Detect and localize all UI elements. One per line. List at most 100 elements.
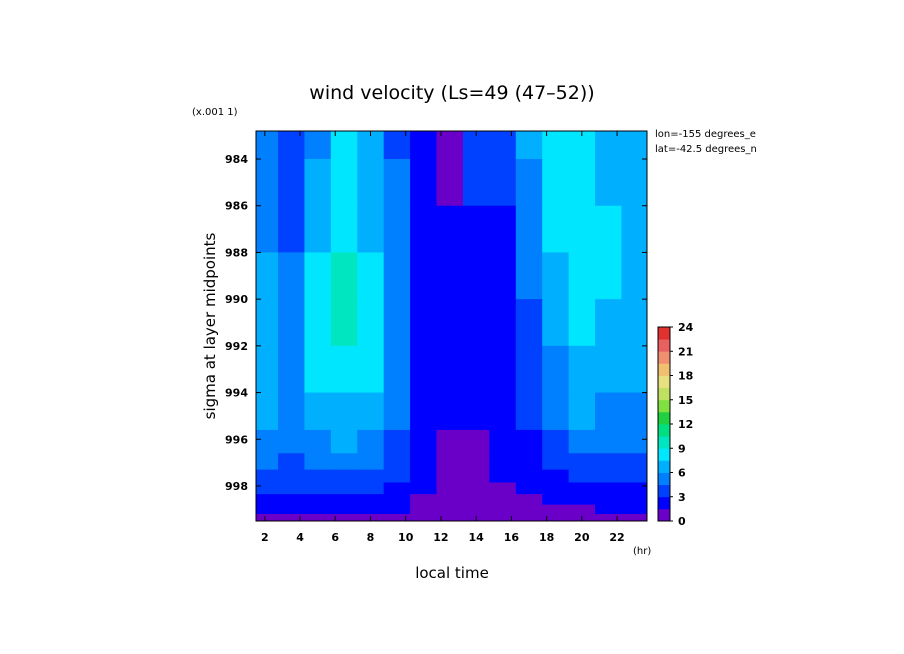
heatmap-cell — [330, 205, 358, 254]
heatmap-cell — [330, 345, 358, 394]
x-axis-unit: (hr) — [633, 546, 651, 557]
heatmap-cell — [278, 429, 306, 454]
heatmap-cell — [436, 252, 464, 300]
heatmap-cell — [643, 469, 647, 484]
heatmap-cell — [304, 429, 332, 454]
heatmap-cell — [383, 131, 411, 160]
heatmap-cell — [383, 469, 411, 484]
heatmap-cell — [436, 494, 464, 506]
colorbar-swatch — [658, 363, 670, 376]
annotation-lon: lon=-155 degrees_e — [655, 129, 756, 140]
x-tick-label: 2 — [261, 531, 269, 544]
heatmap-cell — [357, 205, 385, 254]
heatmap-cell — [410, 159, 438, 207]
heatmap-cell — [357, 429, 385, 454]
heatmap-cell — [357, 345, 385, 394]
heatmap-cell — [595, 494, 623, 506]
heatmap-cell — [436, 205, 464, 254]
heatmap-cell — [278, 252, 306, 300]
heatmap-cell — [410, 131, 438, 160]
heatmap-cell — [542, 159, 570, 207]
heatmap-cell — [330, 494, 358, 506]
heatmap-cell — [621, 482, 645, 495]
heatmap-cell — [515, 469, 543, 484]
heatmap-cell — [568, 429, 596, 454]
heatmap-cell — [278, 131, 306, 160]
x-tick-label: 8 — [367, 531, 375, 544]
heatmap-cell — [383, 494, 411, 506]
heatmap-cell — [595, 453, 623, 471]
heatmap-cell — [595, 252, 623, 300]
x-axis-label: local time — [415, 564, 489, 582]
heatmap-cell — [462, 469, 490, 484]
heatmap-cell — [515, 482, 543, 495]
heatmap-cell — [462, 494, 490, 506]
colorbar-swatch — [658, 399, 670, 413]
heatmap-cell — [357, 159, 385, 207]
heatmap-cell — [595, 392, 623, 431]
heatmap-cell — [489, 159, 517, 207]
heatmap-cell — [621, 252, 645, 300]
heatmap-cell — [595, 482, 623, 495]
colorbar-tick-label: 18 — [678, 370, 693, 383]
heatmap-cell — [256, 453, 279, 471]
heatmap-cell — [515, 159, 543, 207]
heatmap-cell — [595, 504, 623, 515]
heatmap-cell — [568, 299, 596, 347]
heatmap-cell — [256, 429, 279, 454]
y-tick-label: 998 — [225, 480, 248, 493]
heatmap-cell — [330, 504, 358, 515]
heatmap-cell — [568, 494, 596, 506]
heatmap-cell — [256, 504, 279, 515]
heatmap-cell — [489, 494, 517, 506]
heatmap-cell — [621, 205, 645, 254]
heatmap-cell — [568, 205, 596, 254]
heatmap-cell — [436, 159, 464, 207]
heatmap-cell — [621, 513, 645, 521]
heatmap-cell — [515, 494, 543, 506]
heatmap-cell — [357, 504, 385, 515]
heatmap-cell — [330, 429, 358, 454]
heatmap-cell — [621, 453, 645, 471]
heatmap-cell — [256, 392, 279, 431]
colorbar-swatch — [658, 327, 670, 340]
heatmap-cell — [542, 345, 570, 394]
heatmap-cells — [256, 131, 647, 521]
heatmap-cell — [357, 469, 385, 484]
heatmap-cell — [330, 513, 358, 521]
heatmap-cell — [643, 299, 647, 347]
heatmap-cell — [278, 513, 306, 521]
heatmap-cell — [304, 453, 332, 471]
heatmap-cell — [436, 453, 464, 471]
heatmap-cell — [304, 513, 332, 521]
heatmap-cell — [643, 345, 647, 394]
heatmap-cell — [489, 131, 517, 160]
heatmap-cell — [643, 392, 647, 431]
heatmap-cell — [330, 159, 358, 207]
heatmap-cell — [256, 131, 279, 160]
heatmap-cell — [542, 469, 570, 484]
heatmap-cell — [462, 453, 490, 471]
heatmap-cell — [515, 453, 543, 471]
heatmap-cell — [278, 392, 306, 431]
heatmap-cell — [542, 513, 570, 521]
colorbar-tick-label: 21 — [678, 345, 693, 358]
heatmap-cell — [410, 252, 438, 300]
heatmap-cell — [256, 299, 279, 347]
heatmap-cell — [383, 205, 411, 254]
heatmap-cell — [304, 205, 332, 254]
heatmap-cell — [410, 494, 438, 506]
colorbar-tick-label: 24 — [678, 321, 694, 334]
heatmap-cell — [357, 299, 385, 347]
heatmap-cell — [383, 159, 411, 207]
heatmap-cell — [515, 429, 543, 454]
heatmap-cell — [542, 494, 570, 506]
x-tick-label: 10 — [398, 531, 414, 544]
heatmap-cell — [278, 299, 306, 347]
heatmap-cell — [278, 469, 306, 484]
heatmap-cell — [542, 392, 570, 431]
colorbar-tick-label: 6 — [678, 467, 686, 480]
heatmap-cell — [436, 513, 464, 521]
heatmap-cell — [256, 469, 279, 484]
